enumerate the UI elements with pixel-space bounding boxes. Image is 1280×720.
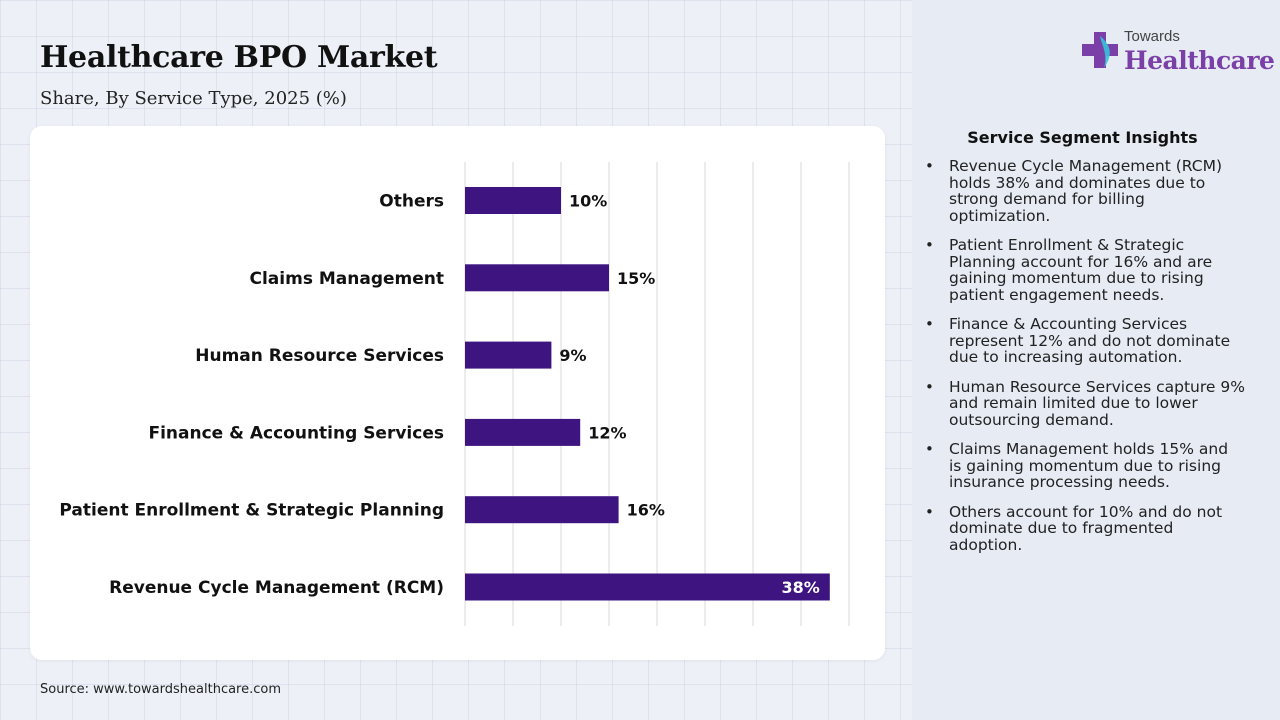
- insight-item: Claims Management holds 15% and is gaini…: [925, 441, 1245, 491]
- data-label: 9%: [559, 346, 586, 365]
- bar: [465, 187, 561, 214]
- insight-item: Finance & Accounting Services represent …: [925, 316, 1245, 366]
- data-label: 38%: [782, 578, 820, 597]
- source-note: Source: www.towardshealthcare.com: [40, 682, 282, 697]
- logo-text-towards: Towards: [1124, 28, 1180, 45]
- category-label: Finance & Accounting Services: [148, 423, 444, 443]
- page-subtitle: Share, By Service Type, 2025 (%): [40, 88, 347, 109]
- category-label: Revenue Cycle Management (RCM): [109, 578, 444, 598]
- insight-item: Human Resource Services capture 9% and r…: [925, 378, 1245, 429]
- bar-chart: Others 10% Claims Management 15% Human Resou…: [59, 162, 850, 626]
- bar: [465, 573, 830, 601]
- bar: [465, 264, 609, 292]
- bar: [465, 496, 619, 524]
- brand-logo: Towards Healthcare: [1080, 28, 1275, 78]
- insight-item: Patient Enrollment & Strategic Planning …: [925, 237, 1245, 303]
- category-label: Human Resource Services: [195, 346, 444, 366]
- category-label: Claims Management: [250, 269, 445, 289]
- insight-item: Others account for 10% and do not domina…: [925, 503, 1245, 554]
- category-label: Patient Enrollment & Strategic Planning: [59, 501, 444, 521]
- insight-item: Revenue Cycle Management (RCM) holds 38%…: [925, 158, 1245, 224]
- bar: [465, 341, 552, 369]
- bar: [465, 418, 581, 446]
- data-label: 10%: [569, 192, 607, 211]
- data-label: 15%: [617, 269, 655, 288]
- chart-card: Others 10% Claims Management 15% Human Resou…: [30, 126, 885, 660]
- health-cross-icon: [1082, 32, 1118, 68]
- category-label: Others: [379, 192, 444, 212]
- logo-text-healthcare: Healthcare: [1124, 46, 1275, 75]
- data-label: 12%: [588, 423, 626, 442]
- insights-title: Service Segment Insights: [967, 128, 1198, 147]
- page-title: Healthcare BPO Market: [40, 40, 438, 75]
- insights-list: Revenue Cycle Management (RCM) holds 38%…: [925, 158, 1245, 566]
- data-label: 16%: [627, 501, 665, 520]
